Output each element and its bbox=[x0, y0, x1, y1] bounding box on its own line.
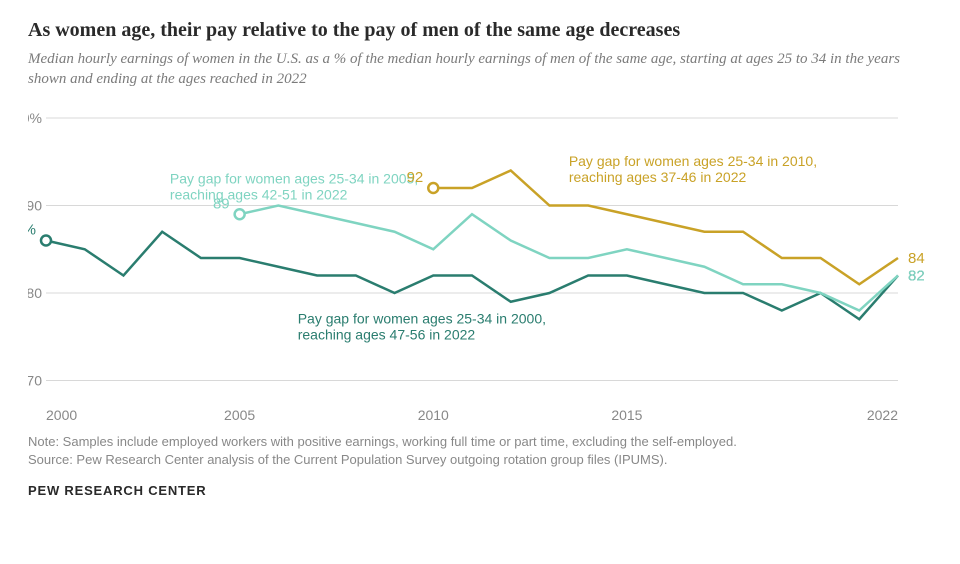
y-axis-label: 90 bbox=[28, 197, 42, 213]
start-label-cohort2000: 86% bbox=[28, 221, 36, 238]
end-label-cohort2010: 84 bbox=[908, 250, 925, 267]
annotation-cohort2010: Pay gap for women ages 25-34 in 2010, bbox=[569, 153, 817, 169]
chart-title: As women age, their pay relative to the … bbox=[28, 18, 932, 43]
annotation-cohort2005: Pay gap for women ages 25-34 in 2005, bbox=[170, 170, 418, 186]
annotation-cohort2005: reaching ages 42-51 in 2022 bbox=[170, 186, 348, 202]
line-chart-svg: 70 80 90 100% 2000 2005 2010 2015 2022 86% 82 Pay g… bbox=[28, 108, 932, 428]
x-axis-label: 2015 bbox=[611, 407, 642, 423]
chart-subtitle: Median hourly earnings of women in the U… bbox=[28, 49, 932, 90]
x-axis-label: 2000 bbox=[46, 407, 77, 423]
annotation-cohort2010: reaching ages 37-46 in 2022 bbox=[569, 169, 747, 185]
series-start-cohort2010 bbox=[428, 183, 438, 193]
y-axis-label: 100% bbox=[28, 110, 42, 126]
chart-area: 70 80 90 100% 2000 2005 2010 2015 2022 86% 82 Pay g… bbox=[28, 108, 932, 433]
series-start-cohort2000 bbox=[41, 235, 51, 245]
series-cohort2000 bbox=[46, 231, 898, 319]
annotation-cohort2000: Pay gap for women ages 25-34 in 2000, bbox=[298, 310, 546, 326]
start-label-cohort2010: 92 bbox=[407, 169, 424, 186]
annotation-cohort2000: reaching ages 47-56 in 2022 bbox=[298, 326, 476, 342]
x-axis-label: 2010 bbox=[418, 407, 449, 423]
series-start-cohort2005 bbox=[235, 209, 245, 219]
chart-source: Source: Pew Research Center analysis of … bbox=[28, 451, 932, 469]
y-axis-label: 80 bbox=[28, 285, 42, 301]
y-axis-label: 70 bbox=[28, 372, 42, 388]
chart-note: Note: Samples include employed workers w… bbox=[28, 433, 932, 451]
x-axis-label: 2005 bbox=[224, 407, 255, 423]
series-cohort2010 bbox=[433, 170, 898, 284]
x-axis-label: 2022 bbox=[867, 407, 898, 423]
end-label-cohort2005: 82 bbox=[908, 267, 925, 284]
attribution: PEW RESEARCH CENTER bbox=[28, 483, 932, 498]
